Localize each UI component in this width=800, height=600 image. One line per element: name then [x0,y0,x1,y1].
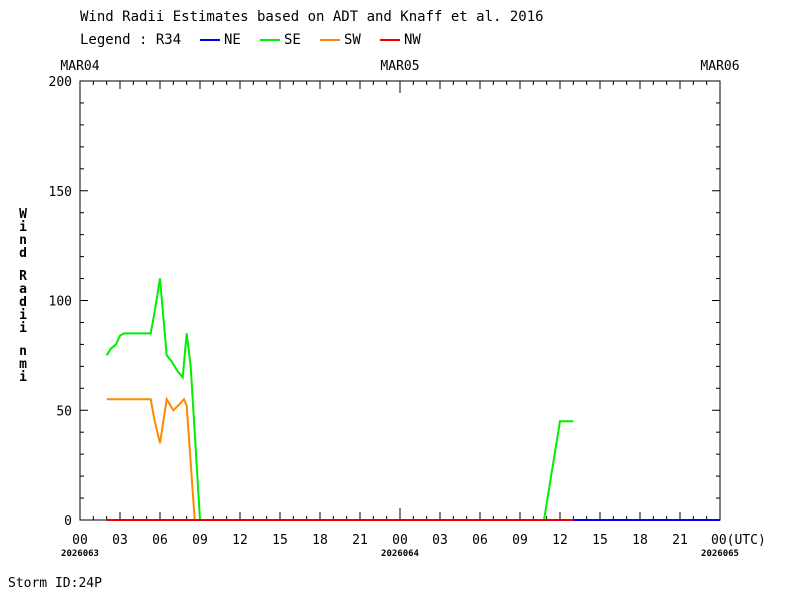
x-tick-label: 15 [272,533,288,548]
julian-label-2026063: 2026063 [61,549,99,559]
storm-id: Storm ID:24P [8,576,102,591]
y-tick-label: 0 [64,514,72,529]
y-axis-ticks: 0 50 100 150 200 [49,75,720,529]
series-lines [105,278,720,521]
y-tick-label: 150 [49,185,72,200]
legend-entry-ne: NE [224,32,241,48]
x-tick-label: 03 [432,533,448,548]
x-tick-label: 00 [72,533,88,548]
y-tick-label: 200 [49,75,72,90]
chart-title: Wind Radii Estimates based on ADT and Kn… [80,9,544,25]
y-tick-label: 100 [49,295,72,310]
legend: NE SE SW NW [200,32,421,48]
julian-label-2026065: 2026065 [701,549,739,559]
legend-entry-sw: SW [344,32,361,48]
julian-label-2026064: 2026064 [381,549,420,559]
date-labels: MAR04 MAR05 MAR06 [60,59,739,74]
x-tick-label: 00 [392,533,408,548]
x-tick-label: 00(UTC) [711,533,766,548]
legend-entry-nw: NW [404,32,421,48]
x-tick-label: 12 [232,533,248,548]
x-tick-label: 21 [672,533,688,548]
date-label-mar04: MAR04 [60,59,99,74]
x-tick-label: 09 [512,533,528,548]
series-line-sw [106,396,574,521]
series-line-se [105,278,574,521]
x-tick-label: 18 [632,533,648,548]
plot-frame [79,80,721,521]
x-tick-label: 06 [472,533,488,548]
date-label-mar05: MAR05 [380,59,419,74]
legend-label: Legend : R34 [80,32,181,48]
x-tick-label: 15 [592,533,608,548]
legend-entry-se: SE [284,32,301,48]
x-tick-label: 09 [192,533,208,548]
julian-labels: 2026063 2026064 2026065 [61,549,739,559]
x-tick-label: 03 [112,533,128,548]
x-axis-ticks: 00 03 06 09 12 15 18 21 00 03 06 09 12 15 18 21 00(UTC) [72,81,766,548]
x-tick-label: 21 [352,533,368,548]
x-tick-label: 12 [552,533,568,548]
x-tick-label: 18 [312,533,328,548]
date-label-mar06: MAR06 [700,59,739,74]
y-tick-label: 50 [56,404,72,419]
x-tick-label: 06 [152,533,168,548]
